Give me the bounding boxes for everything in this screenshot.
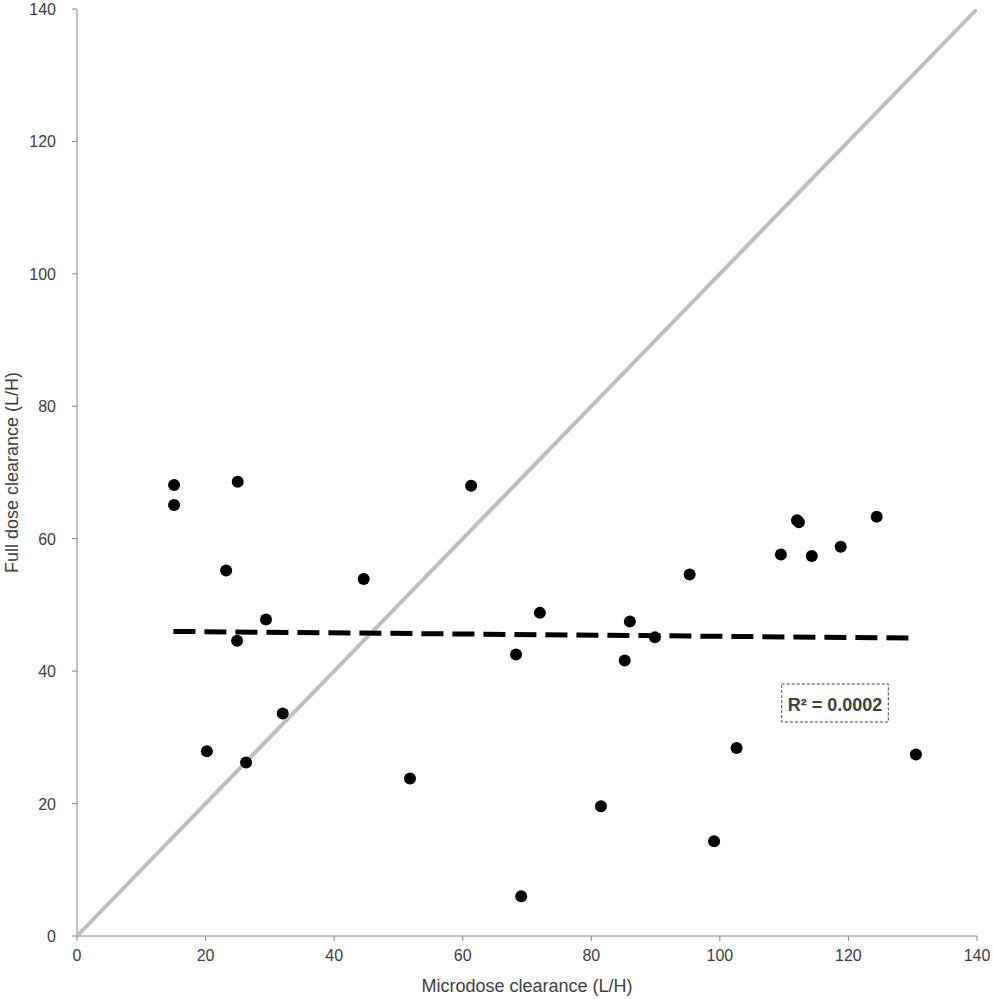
data-point (168, 479, 180, 491)
x-axis (77, 936, 977, 937)
data-point (595, 800, 607, 812)
y-tick-label: 40 (38, 663, 56, 680)
data-point (220, 564, 232, 576)
data-point (232, 476, 244, 488)
data-point (465, 480, 477, 492)
data-point (534, 607, 546, 619)
x-tick (719, 936, 720, 941)
x-tick-label: 80 (582, 947, 600, 964)
data-point (835, 541, 847, 553)
y-tick (72, 9, 77, 10)
y-tick-label: 100 (29, 266, 56, 283)
y-axis (77, 9, 78, 936)
x-tick (977, 936, 978, 941)
data-point (619, 655, 631, 667)
data-point (775, 549, 787, 561)
data-point (515, 890, 527, 902)
data-point (201, 745, 213, 757)
y-tick-label: 20 (38, 796, 56, 813)
y-axis-title: Full dose clearance (L/H) (2, 372, 22, 573)
data-point (404, 772, 416, 784)
plot-area (77, 9, 977, 936)
x-tick-label: 60 (454, 947, 472, 964)
identity-line (77, 9, 977, 936)
data-point (731, 742, 743, 754)
y-tick (72, 538, 77, 539)
x-tick (77, 936, 78, 941)
x-tick (462, 936, 463, 941)
y-tick-label: 140 (29, 1, 56, 18)
data-point (358, 573, 370, 585)
y-tick-label: 80 (38, 398, 56, 415)
data-point (240, 757, 252, 769)
x-tick (205, 936, 206, 941)
y-tick (72, 406, 77, 407)
data-point (910, 749, 922, 761)
data-point (260, 613, 272, 625)
x-tick-label: 140 (964, 947, 991, 964)
y-tick (72, 936, 77, 937)
data-point (871, 511, 883, 523)
data-point (793, 516, 805, 528)
annotation-box (782, 684, 889, 722)
data-point (231, 635, 243, 647)
data-point (510, 649, 522, 661)
y-tick (72, 671, 77, 672)
x-tick-label: 20 (197, 947, 215, 964)
x-tick-label: 100 (707, 947, 734, 964)
y-tick (72, 803, 77, 804)
y-tick-label: 120 (29, 133, 56, 150)
data-point (708, 835, 720, 847)
data-point (684, 568, 696, 580)
x-tick (334, 936, 335, 941)
x-tick-label: 40 (325, 947, 343, 964)
y-tick-label: 60 (38, 531, 56, 548)
x-tick (591, 936, 592, 941)
data-point (168, 499, 180, 511)
y-tick (72, 141, 77, 142)
x-tick-label: 120 (835, 947, 862, 964)
x-tick (848, 936, 849, 941)
data-point (277, 708, 289, 720)
y-tick (72, 273, 77, 274)
y-tick-label: 0 (47, 928, 56, 945)
x-axis-title: Microdose clearance (L/H) (421, 976, 632, 996)
data-point (806, 550, 818, 562)
data-point (624, 615, 636, 627)
chart: 0 20 40 60 80 100 120 140 0 20 40 60 80 100 120 140 Micr… (0, 0, 993, 999)
trend-line (173, 631, 912, 638)
x-tick-label: 0 (73, 947, 82, 964)
annotation: R² = 0.0002 (788, 695, 883, 715)
